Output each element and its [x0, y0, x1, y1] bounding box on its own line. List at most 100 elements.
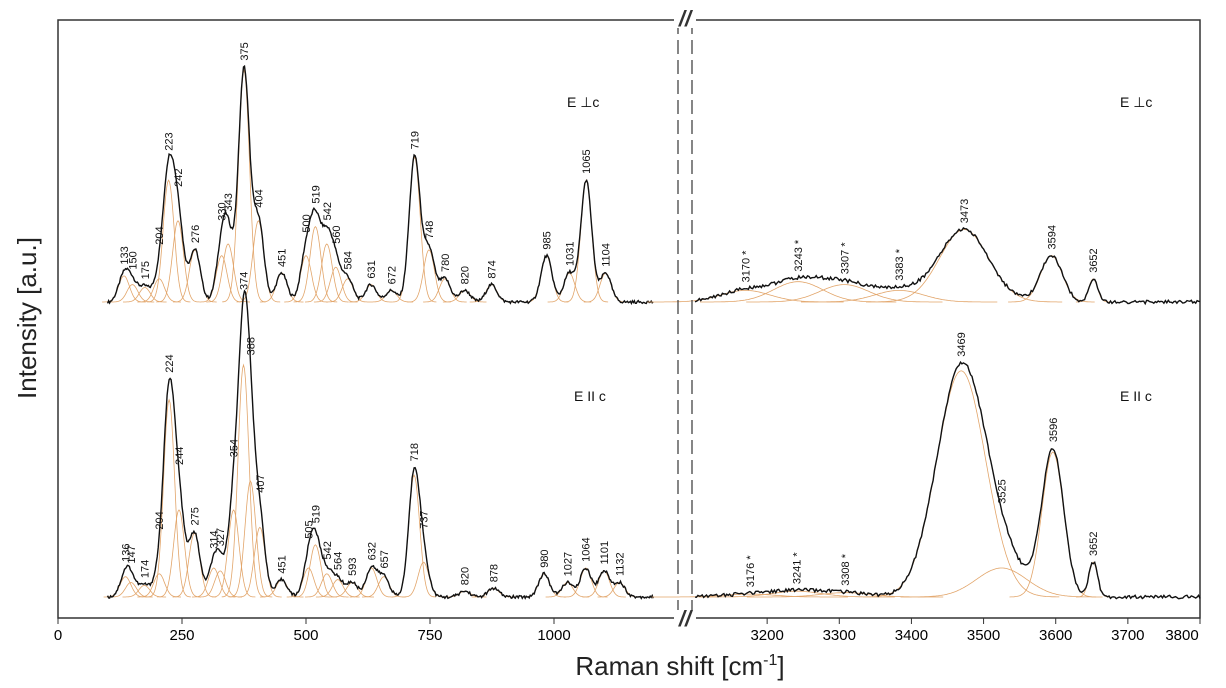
peak-label-top-404: 404 [253, 189, 265, 207]
peak-label-bottom-718: 718 [409, 443, 421, 461]
x-axis-label: Raman shift [cm-1] [575, 651, 784, 681]
x-tick-label-3200: 3200 [750, 627, 783, 644]
peak-label-bottom-1064: 1064 [581, 537, 593, 561]
peak-label-top-133: 133 [119, 246, 131, 264]
x-tick-label-3800: 3800 [1165, 627, 1198, 644]
peak-label-bottom-275: 275 [189, 507, 201, 525]
spectrum-bottom-left [106, 289, 654, 600]
x-axis-label-suffix: ] [777, 651, 784, 681]
peak-label-bottom-224: 224 [164, 354, 176, 372]
peak-label-bottom-820: 820 [460, 567, 472, 585]
peak-label-bottom-374: 374 [239, 272, 251, 290]
fit-peak-top-150 [110, 284, 155, 303]
fit-peak-top-560 [313, 266, 358, 303]
peak-label-top-3594: 3594 [1046, 225, 1058, 249]
peak-label-bottom-314: 314 [209, 530, 221, 548]
peak-label-top-330: 330 [217, 202, 229, 220]
polarization-top-right: E ⊥c [1120, 94, 1152, 110]
fit-peak-bottom-3596 [1009, 451, 1097, 598]
x-axis-label-superscript: -1 [763, 652, 777, 669]
x-axis-ticks: 0 250 500 750 1000 3200 3300 3400 3500 3600 3700 38… [54, 618, 1201, 644]
fit-peak-top-542 [305, 243, 349, 303]
fit-peak-bottom-980 [522, 573, 566, 598]
peak-label-top-1065: 1065 [581, 149, 593, 173]
fit-peak-top-584 [325, 278, 370, 303]
peak-label-bottom-147: 147 [126, 545, 138, 563]
peak-label-bottom-1027: 1027 [562, 552, 574, 576]
peak-label-bottom-505: 505 [304, 520, 316, 538]
fit-peak-bottom-374 [221, 363, 266, 598]
axis-break-symbol-top: // [678, 6, 694, 31]
peak-label-bottom-451: 451 [277, 555, 289, 573]
peak-label-top-223: 223 [164, 132, 176, 150]
peak-label-top-3243: 3243 * [793, 239, 805, 272]
fit-peak-top-3243 [700, 281, 897, 303]
x-tick-label-3500: 3500 [967, 627, 1000, 644]
peak-label-top-1031: 1031 [564, 242, 576, 266]
peak-label-top-985: 985 [542, 231, 554, 249]
fit-peak-top-204 [137, 278, 181, 303]
fit-peak-bottom-204 [137, 573, 181, 598]
peak-label-top-500: 500 [301, 214, 313, 232]
peak-label-bottom-354: 354 [229, 439, 241, 457]
fit-peak-top-175 [123, 287, 167, 303]
spectrum-top-left [106, 64, 654, 306]
x-axis-label-text: Raman shift [cm [575, 651, 763, 681]
panel-top [102, 64, 1201, 306]
peak-label-top-276: 276 [190, 225, 202, 243]
fit-peak-top-1065 [564, 179, 609, 303]
fit-peak-top-1031 [547, 272, 592, 303]
peak-label-top-3307: 3307 * [839, 242, 851, 275]
peak-label-bottom-593: 593 [347, 558, 359, 576]
peak-label-bottom-542: 542 [322, 541, 334, 559]
polarization-bottom-left: E II c [574, 388, 606, 404]
fit-peak-bottom-174 [122, 584, 167, 598]
fit-peak-top-500 [284, 255, 328, 303]
fit-peak-top-223 [146, 179, 191, 303]
peak-label-bottom-3596: 3596 [1048, 418, 1060, 442]
x-tick-label-250: 250 [169, 627, 194, 644]
fit-peak-bottom-3525 [900, 567, 1103, 598]
x-tick-label-1000: 1000 [537, 627, 570, 644]
y-axis-label: Intensity [a.u.] [12, 237, 42, 399]
peak-label-top-3383: 3383 * [894, 248, 906, 281]
fit-peak-bottom-147 [109, 582, 153, 598]
x-tick-label-500: 500 [293, 627, 318, 644]
fit-peak-top-3383 [801, 289, 998, 303]
fit-peak-bottom-407 [238, 526, 282, 598]
spectrum-top-right [694, 226, 1201, 306]
peak-label-top-3652: 3652 [1088, 248, 1100, 272]
peak-label-top-242: 242 [173, 169, 185, 187]
peak-label-top-3170: 3170 * [741, 250, 753, 283]
peak-label-bottom-244: 244 [174, 447, 186, 465]
peak-label-top-204: 204 [154, 226, 166, 244]
peak-label-bottom-657: 657 [379, 550, 391, 568]
spectra-layer [102, 64, 1201, 600]
fit-peak-bottom-657 [362, 576, 406, 598]
peak-label-bottom-174: 174 [139, 560, 151, 578]
polarization-top-left: E ⊥c [567, 94, 599, 110]
fit-peak-top-3652 [1075, 278, 1111, 303]
spectrum-bottom-right [694, 360, 1201, 600]
peak-label-bottom-327: 327 [215, 528, 227, 546]
peak-label-top-748: 748 [424, 221, 436, 239]
peak-label-bottom-3176: 3176 * [745, 555, 757, 588]
fit-peak-top-3473 [866, 229, 1063, 303]
fit-peak-top-375 [222, 68, 266, 303]
x-tick-label-750: 750 [417, 627, 442, 644]
x-tick-label-3400: 3400 [895, 627, 928, 644]
fit-peak-bottom-327 [198, 570, 242, 598]
fit-peak-bottom-542 [305, 573, 349, 598]
fit-peak-top-242 [156, 220, 200, 303]
fit-peak-top-748 [407, 249, 451, 303]
peak-label-bottom-519: 519 [310, 505, 322, 523]
fit-peak-bottom-388 [228, 480, 273, 598]
fit-peak-top-719 [392, 155, 437, 303]
axis-break-symbol-bottom: // [678, 606, 694, 631]
peak-label-bottom-204: 204 [154, 511, 166, 529]
fit-peak-top-519 [293, 225, 338, 303]
peak-label-bottom-388: 388 [245, 337, 257, 355]
peak-label-bottom-136: 136 [121, 544, 133, 562]
